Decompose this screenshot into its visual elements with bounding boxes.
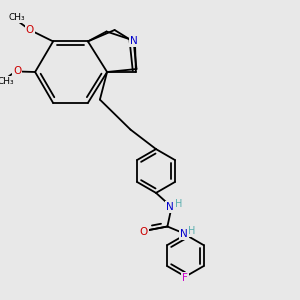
Text: O: O [26,25,34,35]
Text: N: N [180,229,188,239]
Text: H: H [188,226,196,236]
Text: N: N [130,35,137,46]
Text: O: O [13,66,21,76]
Text: N: N [166,202,174,212]
Text: CH₃: CH₃ [9,14,26,22]
Text: CH₃: CH₃ [0,76,14,85]
Text: O: O [140,227,148,237]
Text: H: H [176,199,183,209]
Text: F: F [182,273,188,283]
